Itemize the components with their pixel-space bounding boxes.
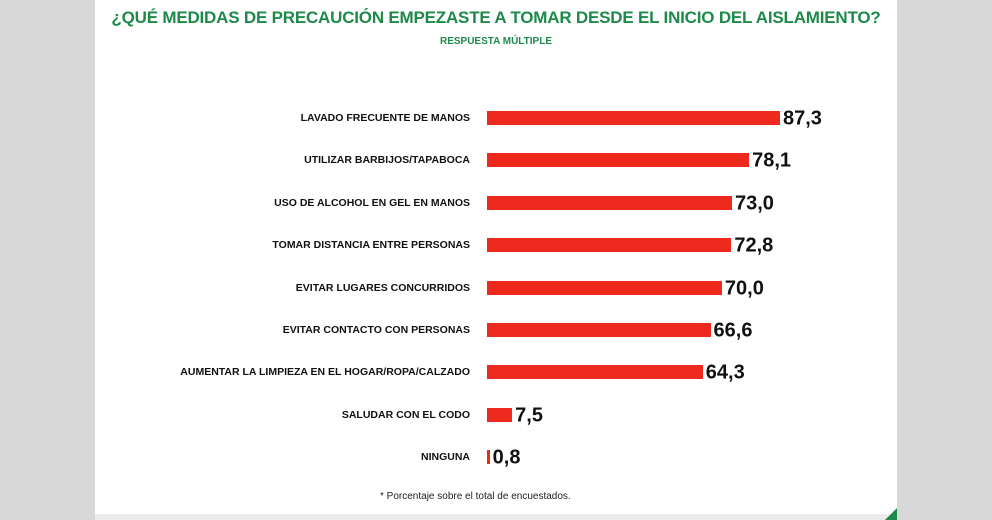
value-label: 87,3	[783, 107, 822, 130]
value-label: 0,8	[492, 446, 521, 469]
bar	[487, 153, 750, 168]
corner-accent	[885, 508, 897, 520]
value-label: 64,3	[705, 361, 745, 384]
bottom-strip	[95, 514, 897, 520]
bar	[487, 365, 703, 380]
category-label: NINGUNA	[421, 451, 470, 464]
chart-panel	[95, 0, 897, 514]
category-label: LAVADO FRECUENTE DE MANOS	[300, 112, 470, 124]
value-label: 78,1	[752, 149, 792, 172]
category-label: EVITAR LUGARES CONCURRIDOS	[295, 281, 470, 294]
chart-subtitle: RESPUESTA MÚLTIPLE	[439, 36, 553, 47]
category-label: EVITAR CONTACTO CON PERSONAS	[282, 324, 470, 336]
footnote: * Porcentaje sobre el total de encuestad…	[380, 491, 571, 502]
bar	[487, 450, 490, 465]
category-label: AUMENTAR LA LIMPIEZA EN EL HOGAR/ROPA/CA…	[180, 366, 470, 379]
value-label: 72,8	[734, 234, 774, 257]
value-label: 7,5	[515, 404, 543, 427]
category-label: SALUDAR CON EL CODO	[341, 408, 470, 421]
bar	[487, 280, 722, 295]
bar	[487, 238, 732, 253]
value-label: 70,0	[724, 277, 764, 300]
value-label: 73,0	[735, 192, 774, 215]
bar	[487, 195, 732, 210]
category-label: USO DE ALCOHOL EN GEL EN MANOS	[274, 196, 470, 209]
bar	[487, 323, 711, 337]
bar	[487, 407, 513, 422]
category-label: UTILIZAR BARBIJOS/TAPABOCA	[304, 154, 470, 167]
category-label: TOMAR DISTANCIA ENTRE PERSONAS	[272, 239, 470, 252]
chart-title: ¿QUÉ MEDIDAS DE PRECAUCIÓN EMPEZASTE A T…	[111, 8, 881, 27]
bar	[487, 111, 780, 125]
value-label: 66,6	[713, 319, 753, 342]
